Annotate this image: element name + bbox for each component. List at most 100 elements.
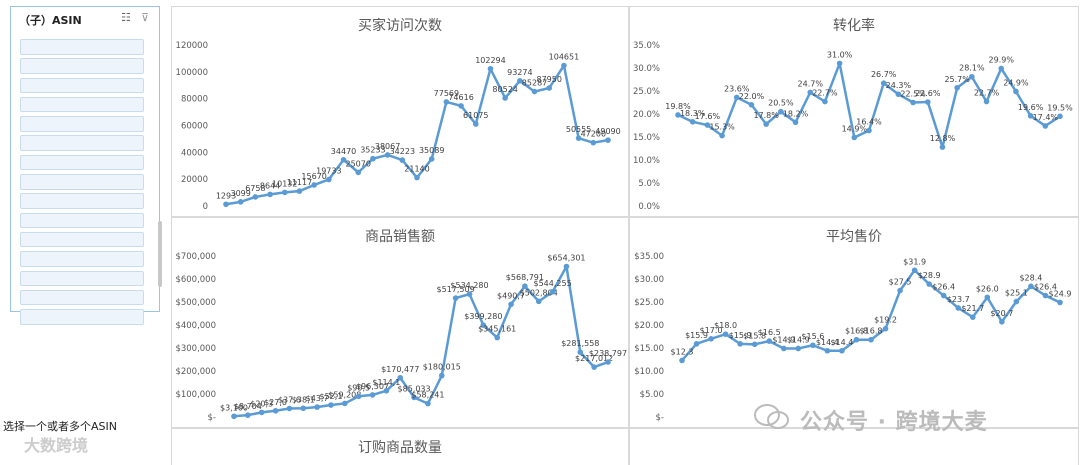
data-point — [792, 119, 799, 126]
data-label: 26.7% — [871, 70, 897, 79]
data-point — [689, 119, 696, 125]
data-point — [955, 305, 962, 311]
data-point — [549, 289, 556, 295]
data-label: $90,5 — [347, 383, 370, 392]
data-label: $17.0 — [700, 326, 723, 335]
data-point — [998, 65, 1005, 72]
slicer-item[interactable] — [20, 96, 144, 113]
data-label: $502,804 — [520, 288, 558, 297]
data-point — [502, 95, 508, 101]
y-tick-label: 0 — [203, 202, 208, 212]
data-point — [522, 283, 528, 289]
data-point — [267, 191, 273, 198]
chart-panel-conversion: 转化率 0.0% 5.0% 10.0% 15.0% 20.0% 25.0% 30.0% 35.… — [629, 6, 1079, 217]
data-point — [822, 98, 828, 105]
slicer-item[interactable] — [20, 251, 144, 267]
wechat-icon — [754, 404, 789, 429]
slicer-item[interactable] — [20, 135, 144, 151]
slicer-title: （子）ASIN — [19, 14, 82, 27]
data-point — [895, 91, 902, 98]
data-point — [311, 182, 317, 188]
data-point — [575, 135, 582, 141]
data-label: $16.8 — [845, 327, 868, 336]
data-point — [591, 364, 597, 370]
slicer-scroll-thumb[interactable] — [158, 221, 162, 287]
y-tick-label: $100,000 — [175, 390, 216, 400]
data-label: $170,477 — [381, 365, 419, 374]
data-point — [983, 98, 990, 105]
data-label: 22.6% — [915, 89, 941, 98]
data-label: 11117 — [287, 178, 312, 187]
y-tick-label: $700,000 — [175, 252, 216, 262]
data-label: $281,558 — [561, 339, 599, 348]
data-point — [1013, 88, 1019, 95]
slicer-item[interactable] — [20, 77, 144, 94]
slicer-item[interactable] — [20, 154, 144, 171]
data-point — [880, 80, 887, 86]
y-tick-label: $200,000 — [175, 367, 216, 377]
data-label: $52,1 — [320, 392, 343, 401]
data-label: $654,301 — [547, 254, 585, 263]
data-point — [910, 99, 916, 106]
slicer-item[interactable] — [20, 193, 144, 209]
data-label: 80524 — [492, 85, 517, 94]
data-label: 28.1% — [959, 64, 985, 73]
data-point — [1042, 292, 1049, 299]
slicer-item[interactable] — [20, 231, 144, 248]
data-label: 34223 — [390, 147, 415, 156]
chart-title: 转化率 — [833, 18, 875, 34]
data-label: $14.9 — [787, 335, 810, 344]
slicer-item[interactable] — [20, 309, 144, 325]
slicer-item[interactable] — [20, 58, 144, 74]
data-point — [286, 405, 293, 412]
data-label: $26.0 — [976, 284, 999, 293]
data-point — [296, 188, 303, 194]
data-label: 74616 — [448, 93, 473, 102]
data-point — [531, 88, 538, 95]
data-label: 22.7% — [812, 89, 838, 98]
data-label: $345,161 — [478, 325, 516, 334]
slicer-item[interactable] — [20, 212, 144, 229]
data-label: 8644 — [260, 181, 280, 190]
asin-slicer[interactable]: （子）ASIN ☷ ⊽ — [10, 6, 162, 325]
data-point — [472, 121, 479, 127]
slicer-item[interactable] — [20, 289, 144, 306]
data-point — [839, 347, 845, 354]
data-label: $18.0 — [714, 321, 737, 330]
data-label: 3099 — [231, 189, 251, 198]
slicer-item[interactable] — [20, 39, 144, 55]
clear-filter-icon[interactable]: ⊽ — [141, 11, 150, 24]
data-point — [748, 102, 755, 108]
slicer-item[interactable] — [20, 174, 144, 190]
data-point — [411, 394, 417, 401]
data-label: $180,015 — [423, 363, 461, 372]
data-point — [807, 89, 814, 96]
data-label: $534,280 — [450, 281, 488, 290]
multi-select-icon[interactable]: ☷ — [121, 11, 131, 24]
data-label: $14.4 — [830, 338, 853, 347]
slicer-item[interactable] — [20, 270, 144, 287]
visits-line-chart: 0 20000 40000 60000 80000 100000 120000 1293309… — [176, 41, 621, 212]
slicer-item[interactable] — [20, 116, 144, 132]
data-label: $16.8 — [860, 327, 883, 336]
data-point — [795, 345, 802, 352]
data-label: $14.9 — [772, 335, 795, 344]
data-label: 24.9% — [1003, 78, 1029, 87]
y-tick-label: 5.0% — [638, 179, 660, 189]
y-tick-label: 10.0% — [633, 156, 660, 166]
watermark-left: 大数跨境 — [24, 436, 89, 455]
data-point — [939, 144, 946, 150]
data-point — [751, 341, 758, 348]
data-label: 22.5% — [900, 90, 926, 99]
data-point — [508, 301, 514, 308]
data-label: 23.6% — [724, 84, 750, 93]
data-point — [853, 336, 860, 343]
data-label: 21140 — [404, 165, 429, 174]
y-tick-label: 80000 — [181, 95, 208, 105]
data-point — [590, 139, 597, 146]
data-point — [722, 331, 729, 337]
data-label: $517,509 — [437, 285, 475, 294]
data-point — [1057, 299, 1063, 306]
data-point — [1027, 113, 1034, 119]
data-label: $20.7 — [990, 309, 1013, 318]
